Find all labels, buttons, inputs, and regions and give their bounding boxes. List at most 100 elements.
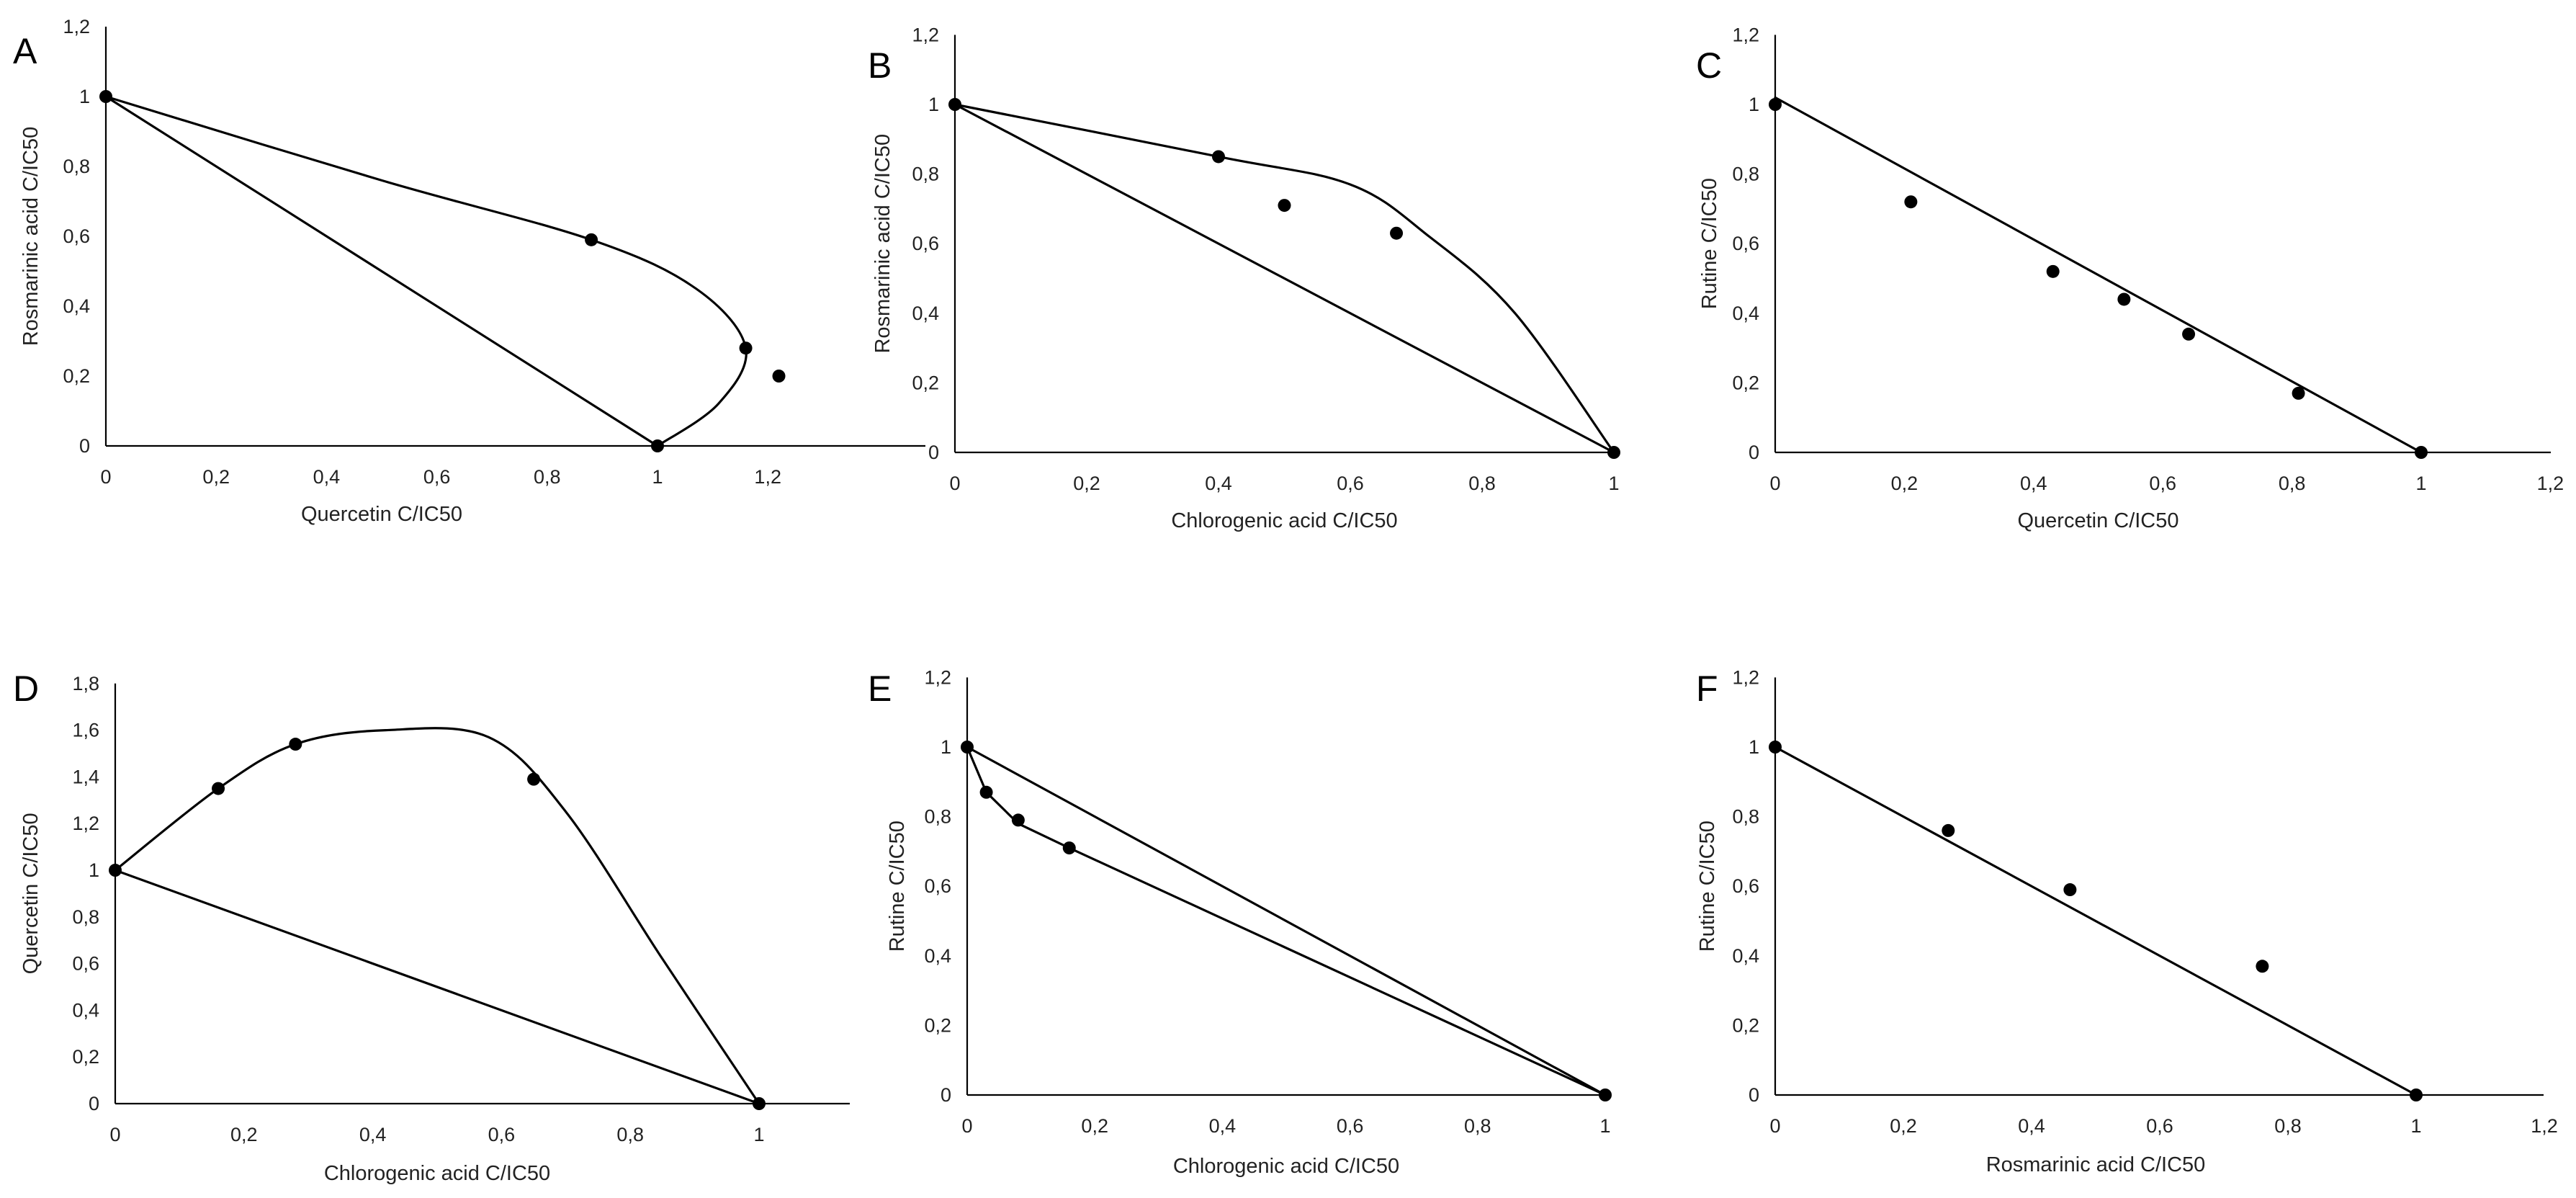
x-tick-label: 0,4 bbox=[2018, 1115, 2045, 1137]
data-point bbox=[1390, 226, 1404, 240]
panel-label: C bbox=[1696, 45, 1722, 86]
data-point bbox=[1212, 150, 1225, 164]
x-tick-label: 1,2 bbox=[2531, 1115, 2558, 1137]
x-tick-label: 0,2 bbox=[1891, 473, 1918, 494]
x-tick-label: 0,2 bbox=[1890, 1115, 1917, 1137]
data-point bbox=[2182, 327, 2196, 341]
isobole-curve bbox=[104, 95, 748, 447]
y-tick-label: 0,8 bbox=[912, 164, 939, 185]
x-tick-label: 0,6 bbox=[1337, 473, 1364, 494]
data-point bbox=[948, 98, 961, 111]
data-point bbox=[109, 864, 122, 877]
y-tick-label: 0,4 bbox=[1732, 303, 1759, 324]
y-tick-label: 0 bbox=[941, 1084, 951, 1106]
y-tick-label: 0,6 bbox=[912, 233, 939, 254]
panel-label: F bbox=[1696, 669, 1718, 709]
data-point bbox=[1942, 823, 1955, 837]
y-tick-label: 0,4 bbox=[1732, 945, 1759, 967]
y-tick-label: 1,2 bbox=[1732, 666, 1759, 688]
y-axis-title: Quercetin C/IC50 bbox=[19, 813, 42, 974]
y-tick-label: 1 bbox=[1749, 736, 1759, 758]
data-point bbox=[2063, 883, 2077, 897]
x-tick-label: 0,6 bbox=[488, 1124, 516, 1145]
x-tick-label: 1 bbox=[652, 466, 663, 488]
data-point bbox=[585, 233, 598, 246]
y-tick-label: 0,6 bbox=[63, 225, 90, 247]
x-tick-label: 0 bbox=[100, 466, 111, 488]
x-tick-label: 1,2 bbox=[754, 466, 781, 488]
data-point bbox=[289, 738, 302, 751]
y-axis-title: Rutine C/IC50 bbox=[1698, 178, 1721, 309]
x-axis-title: Chlorogenic acid C/IC50 bbox=[1171, 509, 1397, 532]
data-point bbox=[1278, 199, 1291, 213]
x-tick-label: 0,4 bbox=[359, 1124, 387, 1145]
data-point bbox=[1607, 446, 1620, 459]
chart-panel-c: C 0 0,2 0,4 0,6 0,8 1 1,2 0 0,2 0,4 0,6 0,8 1 1,2 Querc… bbox=[1696, 24, 2564, 532]
y-tick-label: 0,2 bbox=[72, 1046, 99, 1068]
y-tick-label: 0,4 bbox=[63, 295, 90, 317]
x-tick-label: 0,8 bbox=[534, 466, 561, 488]
y-axis-title: Rutine C/IC50 bbox=[886, 821, 909, 952]
x-tick-label: 0,6 bbox=[2146, 1115, 2173, 1137]
y-tick-label: 1,8 bbox=[72, 673, 99, 694]
y-tick-label: 0,8 bbox=[63, 156, 90, 177]
y-tick-label: 1 bbox=[79, 86, 90, 107]
x-tick-label: 0,8 bbox=[1464, 1115, 1491, 1137]
y-axis-title: Rosmarinic acid C/IC50 bbox=[871, 134, 894, 354]
y-tick-label: 0,8 bbox=[924, 806, 951, 828]
y-tick-label: 0,2 bbox=[1732, 1014, 1759, 1036]
y-tick-label: 0,6 bbox=[72, 953, 99, 975]
x-tick-label: 0,8 bbox=[616, 1124, 644, 1145]
additivity-line bbox=[1774, 746, 2418, 1096]
x-tick-label: 0,8 bbox=[2274, 1115, 2302, 1137]
y-tick-label: 0 bbox=[1749, 1084, 1759, 1106]
x-tick-label: 0,2 bbox=[230, 1124, 258, 1145]
x-tick-label: 0,6 bbox=[423, 466, 451, 488]
y-tick-label: 0,8 bbox=[1732, 806, 1759, 828]
x-axis-title: Quercetin C/IC50 bbox=[301, 503, 462, 526]
data-point bbox=[1769, 98, 1782, 111]
x-tick-label: 1 bbox=[753, 1124, 764, 1145]
x-tick-label: 0,4 bbox=[1209, 1115, 1237, 1137]
x-axis-title: Chlorogenic acid C/IC50 bbox=[1173, 1155, 1399, 1178]
x-axis-title: Chlorogenic acid C/IC50 bbox=[324, 1162, 550, 1185]
y-tick-label: 0,8 bbox=[1732, 164, 1759, 185]
panel-label: D bbox=[13, 669, 39, 709]
x-tick-label: 1 bbox=[1608, 473, 1619, 494]
y-tick-label: 1 bbox=[1749, 94, 1759, 115]
y-tick-label: 0,8 bbox=[72, 906, 99, 928]
data-point bbox=[651, 439, 664, 452]
data-point bbox=[2410, 1089, 2423, 1101]
data-point bbox=[2415, 446, 2428, 459]
x-tick-label: 1,2 bbox=[2537, 473, 2564, 494]
chart-panel-d: D 0 0,2 0,4 0,6 0,8 1 1,2 1,4 1,6 1,8 0 0,2 0,4 0,6 0,8… bbox=[13, 669, 850, 1185]
y-tick-label: 1,4 bbox=[72, 766, 99, 787]
additivity-line bbox=[953, 103, 1615, 454]
y-tick-label: 0,2 bbox=[924, 1014, 951, 1036]
y-tick-label: 1,2 bbox=[1732, 24, 1759, 45]
data-point bbox=[527, 772, 541, 786]
data-point bbox=[753, 1097, 766, 1110]
data-point bbox=[979, 785, 993, 799]
x-tick-label: 0,4 bbox=[1205, 473, 1232, 494]
y-tick-label: 1 bbox=[941, 736, 951, 758]
x-tick-label: 0 bbox=[961, 1115, 972, 1137]
y-tick-label: 1,2 bbox=[924, 666, 951, 688]
y-tick-label: 1 bbox=[928, 94, 939, 115]
y-tick-label: 0,4 bbox=[72, 999, 99, 1021]
chart-panel-e: E 0 0,2 0,4 0,6 0,8 1 1,2 0 0,2 0,4 0,6 0,8 1 Chloroge… bbox=[868, 666, 1612, 1178]
y-tick-label: 0,2 bbox=[63, 365, 90, 387]
data-point bbox=[1011, 813, 1025, 827]
x-tick-label: 0,4 bbox=[313, 466, 341, 488]
data-point bbox=[2117, 292, 2131, 306]
chart-panel-f: F 0 0,2 0,4 0,6 0,8 1 1,2 0 0,2 0,4 0,6 0,8 1 1,2 Rosma… bbox=[1696, 666, 2558, 1176]
x-tick-label: 0,6 bbox=[2149, 473, 2176, 494]
data-point bbox=[772, 370, 786, 383]
isobole-curve bbox=[114, 727, 760, 1105]
x-tick-label: 0 bbox=[109, 1124, 120, 1145]
data-point bbox=[2046, 264, 2060, 278]
y-tick-label: 0,4 bbox=[924, 945, 951, 967]
y-tick-label: 0,6 bbox=[1732, 233, 1759, 254]
y-tick-label: 0 bbox=[89, 1093, 99, 1114]
